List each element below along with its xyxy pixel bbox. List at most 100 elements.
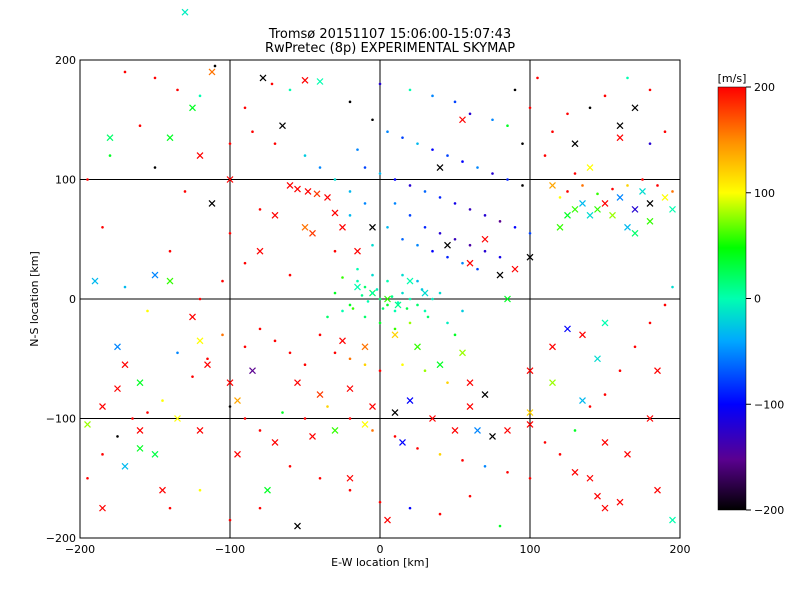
x-marker (346, 385, 354, 393)
x-marker (669, 205, 676, 213)
dot-marker (513, 88, 517, 92)
dot-marker (671, 190, 674, 193)
dot-marker (461, 459, 464, 462)
dot-marker (213, 64, 217, 68)
x-marker (354, 283, 361, 291)
dot-marker (513, 226, 517, 229)
y-axis-label: N-S location [km] (28, 251, 41, 347)
x-marker (624, 450, 631, 458)
x-marker (384, 295, 391, 303)
x-marker (466, 259, 474, 267)
dot-marker (461, 160, 464, 163)
dot-marker (378, 172, 382, 175)
dot-marker (423, 190, 427, 193)
x-marker (594, 205, 601, 213)
dot-marker (348, 214, 352, 217)
dot-marker (243, 417, 247, 420)
dot-marker (431, 249, 434, 253)
x-marker (549, 182, 556, 189)
x-marker (309, 433, 316, 440)
dot-marker (401, 136, 404, 139)
dot-marker (423, 369, 427, 373)
dot-marker (401, 273, 404, 277)
x-marker (571, 205, 579, 213)
colorbar-tick-label: −200 (754, 504, 784, 517)
x-marker (594, 492, 601, 500)
dot-marker (461, 261, 464, 265)
dot-marker (543, 154, 547, 157)
dot-marker (183, 190, 187, 193)
dot-marker (273, 339, 277, 343)
x-marker (436, 164, 444, 171)
dot-marker (258, 506, 262, 510)
x-marker (496, 271, 504, 279)
x-marker (264, 486, 271, 494)
dot-marker (390, 295, 394, 298)
dot-marker (603, 94, 607, 98)
colorbar (718, 87, 746, 510)
dot-marker (476, 166, 479, 169)
dot-marker (378, 321, 382, 325)
x-marker (309, 229, 316, 237)
dot-marker (206, 357, 209, 361)
x-marker (369, 223, 376, 231)
dot-marker (356, 148, 359, 151)
x-marker (564, 325, 571, 333)
dot-marker (258, 327, 262, 331)
dot-marker (371, 429, 374, 432)
dot-marker (393, 327, 397, 331)
x-marker (369, 403, 376, 410)
x-marker (654, 486, 661, 494)
x-marker (189, 313, 196, 321)
x-marker (564, 211, 571, 219)
dot-marker (566, 112, 569, 116)
dot-marker (528, 476, 532, 480)
dot-marker (498, 524, 502, 528)
dot-marker (161, 399, 164, 402)
x-marker (226, 176, 234, 183)
dot-marker (386, 279, 389, 283)
dot-marker (431, 148, 434, 151)
x-marker (444, 241, 451, 249)
x-marker (504, 427, 511, 434)
x-marker (601, 438, 609, 446)
x-marker (646, 199, 654, 207)
x-tick-label: −200 (65, 543, 95, 556)
x-tick-label: 200 (670, 543, 691, 556)
x-marker (271, 438, 279, 446)
dot-marker (671, 285, 674, 289)
dot-marker (491, 118, 494, 122)
x-marker (616, 194, 624, 201)
x-marker (121, 361, 129, 369)
dot-marker (176, 351, 179, 355)
dot-marker (86, 476, 89, 480)
x-marker (451, 427, 459, 434)
dot-marker (416, 279, 419, 283)
x-marker (316, 391, 324, 399)
dot-marker (363, 202, 367, 205)
x-marker (504, 295, 511, 303)
x-marker (459, 349, 466, 357)
dot-marker (401, 363, 404, 367)
x-tick-label: −100 (215, 543, 245, 556)
dot-marker (656, 184, 659, 187)
x-marker (391, 409, 399, 416)
dot-marker (423, 309, 427, 313)
x-marker (159, 486, 166, 494)
x-marker (616, 498, 624, 506)
dot-marker (536, 76, 539, 80)
x-marker (301, 76, 309, 84)
dot-marker (386, 130, 389, 133)
dot-marker (468, 494, 472, 498)
dot-marker (446, 321, 449, 325)
x-marker (361, 421, 369, 428)
chart-title: Tromsø 20151107 15:06:00-15:07:43 (268, 27, 511, 42)
data-points (84, 8, 676, 530)
dot-marker (446, 381, 449, 384)
dot-marker (288, 88, 292, 92)
x-marker (579, 199, 586, 207)
x-marker (631, 205, 639, 213)
x-marker (294, 185, 301, 193)
x-marker (631, 104, 639, 112)
dot-marker (288, 465, 292, 468)
